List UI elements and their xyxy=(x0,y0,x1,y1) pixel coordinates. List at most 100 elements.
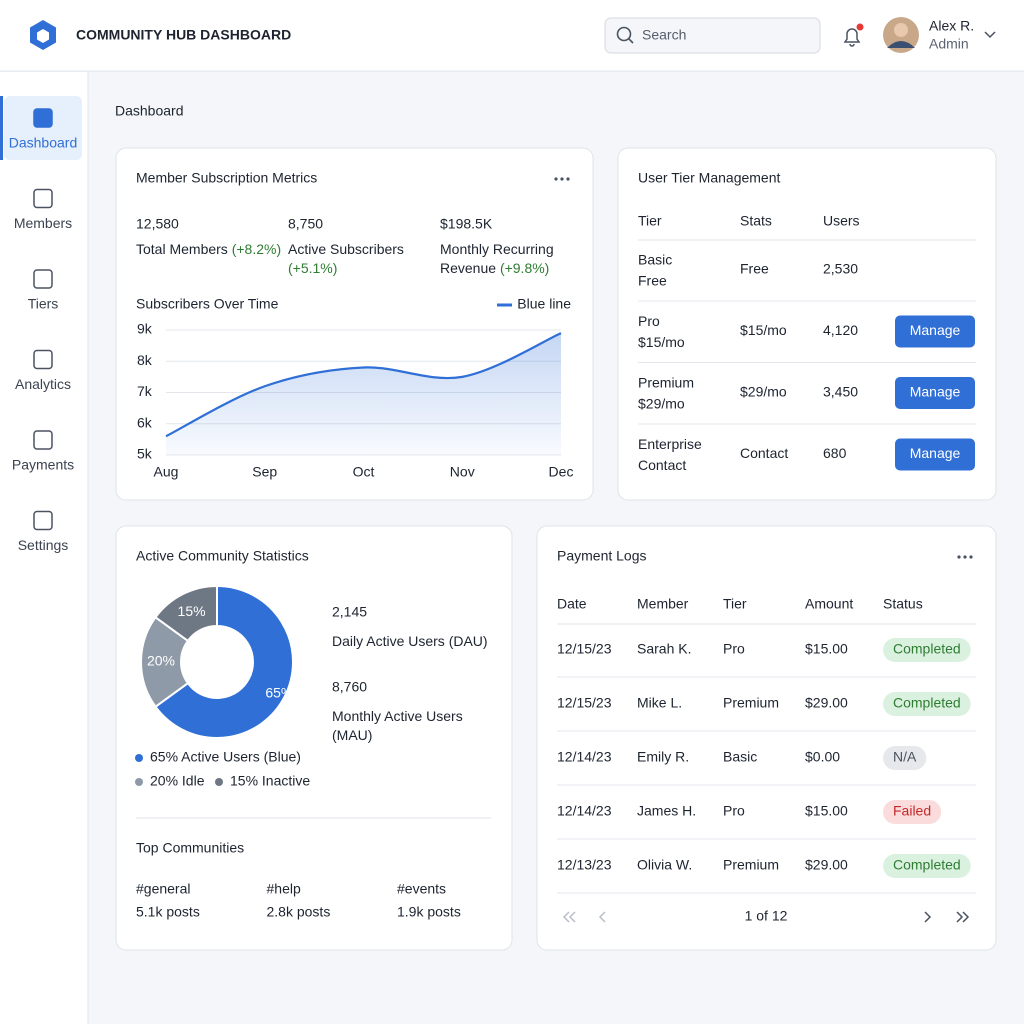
nav-label: Dashboard xyxy=(9,135,78,151)
table-header: Tier xyxy=(723,596,747,612)
tier-detail: $15/mo xyxy=(638,334,685,350)
pagination-label: 1 of 12 xyxy=(745,908,788,924)
kpi-label-text: Daily Active Users (DAU) xyxy=(332,633,488,649)
card-title: Member Subscription Metrics xyxy=(136,170,317,186)
manage-button[interactable] xyxy=(895,438,975,471)
pager-next[interactable] xyxy=(924,911,932,923)
table-cell: Olivia W. xyxy=(637,857,692,873)
table-header: Status xyxy=(883,596,923,612)
legend-dot xyxy=(135,754,143,762)
table-cell: $0.00 xyxy=(805,749,840,765)
table-header: Amount xyxy=(805,596,853,612)
tier-users: 2,530 xyxy=(823,261,858,277)
community-name: #general xyxy=(136,881,191,897)
logo-inner xyxy=(37,29,49,43)
card-title: Payment Logs xyxy=(557,548,647,564)
manage-button[interactable] xyxy=(895,315,975,348)
status-badge xyxy=(883,854,971,878)
stat-value: 8,750 xyxy=(288,216,323,232)
status-badge xyxy=(883,638,971,662)
more-menu-dot xyxy=(969,555,973,559)
pager-next[interactable] xyxy=(956,911,970,923)
donut-label: 20% xyxy=(147,653,175,669)
tier-stats: Contact xyxy=(740,445,788,461)
user-menu-chevron[interactable] xyxy=(984,31,996,39)
nav-icon[interactable] xyxy=(33,510,53,531)
table-cell: 12/15/23 xyxy=(557,641,612,657)
search-icon-handle xyxy=(628,38,634,44)
pager-prev[interactable] xyxy=(562,911,576,923)
x-tick-label: Dec xyxy=(549,464,574,480)
legend-dot xyxy=(215,778,223,786)
legend-label: Blue line xyxy=(517,296,571,312)
stat-text: Total Members (+8.2%) xyxy=(136,240,286,259)
table-cell: $15.00 xyxy=(805,641,848,657)
tier-users: 680 xyxy=(823,445,847,461)
nav-label: Tiers xyxy=(28,296,59,312)
top-bar xyxy=(0,0,1024,71)
search-icon xyxy=(616,26,632,42)
status-badge-label: Completed xyxy=(893,857,961,873)
table-cell: Premium xyxy=(723,695,779,711)
nav-icon[interactable] xyxy=(33,430,53,450)
stat-label: Active Subscribers xyxy=(288,241,404,257)
legend-label: 65% Active Users (Blue) xyxy=(150,749,301,765)
tier-name: Enterprise xyxy=(638,436,702,452)
line-area xyxy=(166,333,561,455)
community-card xyxy=(115,525,513,951)
notification-dot xyxy=(856,23,864,31)
tier-name: Premium xyxy=(638,375,694,391)
status-badge-label: Completed xyxy=(893,695,961,711)
stat-label: Active Subscribers (+5.1%) xyxy=(288,241,404,276)
sidebar xyxy=(0,72,88,1024)
tier-detail: Free xyxy=(638,273,667,289)
tier-detail: Contact xyxy=(638,457,686,473)
tier-name: Basic xyxy=(638,252,672,268)
more-menu-dot xyxy=(560,177,564,181)
bell-icon[interactable] xyxy=(843,28,861,47)
pager-prev[interactable] xyxy=(598,911,606,923)
table-cell: 12/15/23 xyxy=(557,695,612,711)
status-badge xyxy=(883,800,942,824)
table-header: Date xyxy=(557,596,587,612)
tier-users: 3,450 xyxy=(823,384,858,400)
nav-icon[interactable] xyxy=(33,188,53,209)
tier-users: 4,120 xyxy=(823,322,858,338)
kpi-label: Daily Active Users (DAU) xyxy=(332,633,488,649)
manage-button[interactable] xyxy=(895,377,975,409)
more-menu-dot xyxy=(566,177,570,181)
community-name: #help xyxy=(267,881,301,897)
section-title: Top Communities xyxy=(136,840,244,856)
chart-title: Subscribers Over Time xyxy=(136,296,279,312)
table-header: Stats xyxy=(740,213,772,229)
nav-icon[interactable] xyxy=(33,108,53,128)
nav-label: Settings xyxy=(18,537,69,553)
table-cell: Mike L. xyxy=(637,695,682,711)
donut-label: 15% xyxy=(178,603,206,619)
more-menu-dot xyxy=(957,555,961,559)
stat-change: (+9.8%) xyxy=(499,260,550,276)
payments-card xyxy=(536,525,997,951)
table-cell: 12/14/23 xyxy=(557,803,612,819)
community-posts: 2.8k posts xyxy=(267,904,331,920)
avatar-shirt xyxy=(887,41,915,48)
community-name: #events xyxy=(397,881,446,897)
table-cell: Premium xyxy=(723,857,779,873)
x-tick-label: Nov xyxy=(450,464,475,480)
y-tick-label: 9k xyxy=(137,321,153,337)
search-box[interactable] xyxy=(604,17,821,54)
status-badge xyxy=(883,692,971,716)
table-cell: Emily R. xyxy=(637,749,689,765)
table-header: Tier xyxy=(638,213,662,229)
nav-icon[interactable] xyxy=(33,269,53,289)
table-cell: Sarah K. xyxy=(637,641,691,657)
nav-icon[interactable] xyxy=(33,349,53,370)
nav-label: Payments xyxy=(12,457,74,473)
kpi-label: Monthly Active Users (MAU) xyxy=(332,708,463,743)
table-cell: Pro xyxy=(723,641,745,657)
status-badge-label: Completed xyxy=(893,641,961,657)
search-placeholder: Search xyxy=(642,27,686,43)
y-tick-label: 8k xyxy=(137,352,153,368)
user-name: Alex R. xyxy=(929,18,974,34)
